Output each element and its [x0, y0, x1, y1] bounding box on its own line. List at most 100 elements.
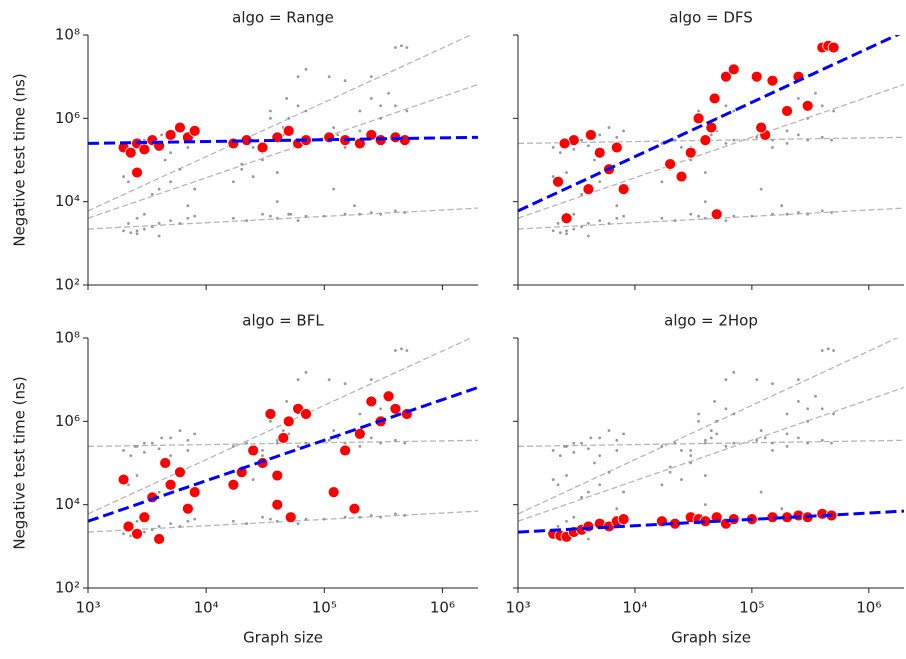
other-point [572, 441, 576, 445]
other-point [287, 212, 291, 216]
point [131, 527, 143, 540]
other-point [814, 394, 817, 398]
other-point [703, 216, 707, 220]
other-point [715, 432, 719, 436]
other-point [598, 436, 602, 440]
other-point [231, 519, 235, 523]
other-point [369, 75, 373, 79]
other-point [724, 378, 728, 382]
other-point [820, 104, 824, 108]
other-point [169, 436, 172, 440]
other-point [572, 147, 576, 151]
other-fit-line [88, 83, 478, 219]
y-tick-label: 10⁶ [55, 109, 80, 127]
other-point [565, 229, 568, 233]
other-fit-line [88, 207, 478, 230]
point [755, 121, 768, 134]
panel-title: algo = Range [232, 9, 334, 27]
x-tick-label: 10⁴ [622, 599, 647, 617]
other-point [759, 187, 763, 191]
other-point [703, 441, 707, 445]
other-point [296, 522, 300, 526]
other-point [127, 180, 130, 184]
other-point [157, 490, 161, 494]
point [552, 175, 564, 188]
point [582, 183, 595, 196]
other-point [231, 180, 235, 184]
other-point [193, 517, 197, 521]
other-point [332, 429, 336, 432]
other-point [660, 142, 664, 145]
other-point [668, 465, 672, 469]
other-point [598, 133, 602, 137]
other-point [830, 211, 833, 214]
point [699, 134, 712, 147]
other-point [806, 407, 810, 411]
other-point [261, 212, 264, 216]
panel-title: algo = DFS [669, 9, 753, 27]
point [256, 141, 269, 154]
y-tick-label: 10⁴ [55, 495, 80, 513]
other-point [142, 138, 146, 142]
other-point [251, 146, 255, 149]
other-point [832, 109, 835, 113]
point [164, 129, 177, 141]
other-point [668, 470, 672, 474]
other-point [587, 144, 590, 148]
x-tick-label: 10⁶ [430, 599, 455, 617]
other-point [680, 146, 683, 149]
x-tick-label: 10⁶ [856, 599, 881, 617]
point [271, 469, 284, 482]
other-point [814, 91, 817, 95]
other-point [703, 200, 707, 204]
other-point [832, 412, 835, 416]
other-point [129, 454, 133, 458]
other-point [129, 231, 133, 235]
other-point [580, 495, 584, 499]
x-tick-label: 10⁵ [312, 599, 337, 617]
point [227, 137, 240, 150]
other-fit-line [518, 83, 904, 219]
point [766, 74, 779, 87]
other-point [122, 532, 125, 536]
point [174, 121, 186, 134]
other-point [697, 412, 700, 416]
other-point [160, 436, 164, 440]
other-point [703, 438, 707, 442]
other-point [394, 46, 397, 49]
other-fit-line [518, 386, 904, 522]
other-point [615, 449, 619, 452]
other-point [275, 171, 279, 174]
other-point [394, 512, 397, 516]
other-point [830, 138, 833, 142]
other-point [598, 483, 602, 487]
point [558, 137, 571, 150]
other-point [607, 429, 611, 432]
x-tick-label: 10⁴ [194, 599, 219, 617]
other-point [660, 180, 664, 184]
y-axis-label: Negative test time (ns) [11, 376, 29, 549]
other-point [558, 151, 562, 155]
other-point [394, 349, 397, 352]
panel [88, 338, 478, 545]
other-point [160, 133, 164, 137]
point [353, 427, 366, 440]
other-point [332, 187, 336, 191]
other-point [231, 445, 235, 448]
other-point [296, 75, 300, 79]
other-point [724, 104, 728, 108]
other-point [558, 231, 562, 235]
other-point [796, 133, 800, 137]
other-point [709, 429, 713, 432]
other-point [703, 503, 707, 507]
other-point [186, 204, 190, 208]
point [389, 402, 402, 415]
other-point [269, 517, 272, 521]
other-point [615, 216, 619, 220]
other-point [231, 216, 235, 220]
other-point [724, 445, 728, 448]
panel [518, 35, 904, 238]
point [117, 473, 130, 486]
other-point [169, 522, 172, 526]
